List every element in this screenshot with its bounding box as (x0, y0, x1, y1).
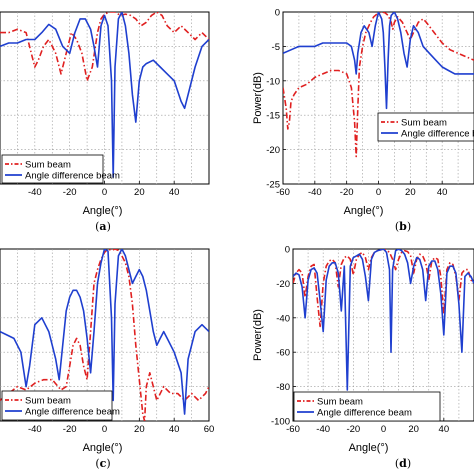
x-tick-label: 0 (376, 187, 381, 198)
x-tick-label: -60 (286, 424, 300, 435)
panel-label-close-paren: ) (407, 220, 411, 233)
legend-entry-label: Angle difference beam (317, 408, 412, 419)
legend-box (293, 391, 441, 422)
chart-panel-b: -60 -40 -20 0 20 40 0 -5 -10 -15 -20 -25 Angle(°) Pow… (252, 8, 474, 233)
panel-label: (b) (395, 220, 411, 233)
y-tick-label: -80 (276, 382, 290, 393)
y-tick-label: 0 (275, 8, 280, 19)
x-tick-label: 40 (169, 187, 180, 198)
x-tick-label: -20 (340, 187, 354, 198)
x-tick-label: -40 (28, 187, 42, 198)
y-tick-label: -25 (266, 180, 280, 191)
legend-box (1, 154, 104, 184)
angle-difference-beam-line (0, 249, 209, 415)
panel-label-close-paren: ) (106, 457, 110, 470)
panel-label-letter: a (99, 220, 106, 233)
legend-box (377, 112, 474, 142)
x-axis-label: Angle(°) (83, 442, 123, 454)
sum-beam-line (283, 12, 474, 158)
panel-label-letter: b (399, 220, 407, 233)
legend-entry-label: Angle difference beam (401, 129, 474, 140)
x-tick-label: 20 (405, 187, 416, 198)
x-tick-label: -20 (63, 187, 77, 198)
legend-entry-label: Angle difference beam (25, 171, 120, 182)
y-tick-label: -20 (266, 145, 280, 156)
legend-entry-label: Sum beam (401, 118, 447, 129)
legend-entry-label: Sum beam (25, 160, 71, 171)
y-tick-label: -100 (271, 417, 290, 428)
y-tick-label: -20 (276, 279, 290, 290)
panel-label-close-paren: ) (107, 220, 111, 233)
x-tick-label: -40 (28, 424, 42, 435)
x-axis-label: Angle(°) (349, 442, 389, 454)
panel-label-open-paren: ( (95, 220, 99, 233)
x-tick-label: -40 (316, 424, 330, 435)
panel-label-close-paren: ) (407, 457, 411, 470)
x-tick-label: 20 (134, 187, 145, 198)
y-tick-label: 0 (285, 245, 290, 256)
sum-beam-line (0, 12, 209, 82)
x-tick-label: -20 (346, 424, 360, 435)
x-axis-label: Angle(°) (344, 205, 384, 217)
x-tick-label: 0 (102, 187, 107, 198)
y-tick-label: -10 (266, 76, 280, 87)
panel-label: (c) (95, 457, 110, 470)
panel-label: (a) (95, 220, 111, 233)
panel-label-open-paren: ( (95, 457, 99, 470)
x-tick-label: -60 (276, 187, 290, 198)
x-tick-label: -40 (308, 187, 322, 198)
sum-beam-line (293, 249, 474, 328)
x-tick-label: 40 (439, 424, 450, 435)
legend-entry-label: Angle difference beam (25, 407, 120, 418)
x-tick-label: 0 (381, 424, 386, 435)
x-axis-label: Angle(°) (83, 205, 123, 217)
y-tick-label: -15 (266, 111, 280, 122)
angle-difference-beam-line (293, 249, 474, 391)
angle-difference-beam-line (0, 12, 209, 178)
y-tick-label: -60 (276, 348, 290, 359)
chart-panel-d: -60 -40 -20 0 20 40 0 -20 -40 -60 -80 -100 Angle(°) P… (252, 245, 474, 470)
x-tick-label: 40 (169, 424, 180, 435)
sum-beam-line (0, 249, 209, 421)
y-axis-label: Power(dB) (252, 309, 264, 361)
y-tick-label: -40 (276, 313, 290, 324)
x-tick-label: -20 (63, 424, 77, 435)
x-tick-label: 0 (102, 424, 107, 435)
legend-box (1, 390, 113, 421)
panel-label-open-paren: ( (395, 220, 399, 233)
x-tick-label: 20 (408, 424, 419, 435)
panel-label-letter: d (399, 457, 407, 470)
y-tick-label: -5 (272, 42, 280, 53)
legend-entry-label: Sum beam (25, 396, 71, 407)
angle-difference-beam-line (283, 12, 474, 110)
legend-entry-label: Sum beam (317, 397, 363, 408)
panel-label-open-paren: ( (395, 457, 399, 470)
x-tick-label: 60 (204, 424, 215, 435)
x-tick-label: 20 (134, 424, 145, 435)
panel-label: (d) (395, 457, 411, 470)
panel-label-letter: c (100, 457, 107, 470)
x-tick-label: 40 (437, 187, 448, 198)
y-axis-label: Power(dB) (252, 72, 264, 124)
